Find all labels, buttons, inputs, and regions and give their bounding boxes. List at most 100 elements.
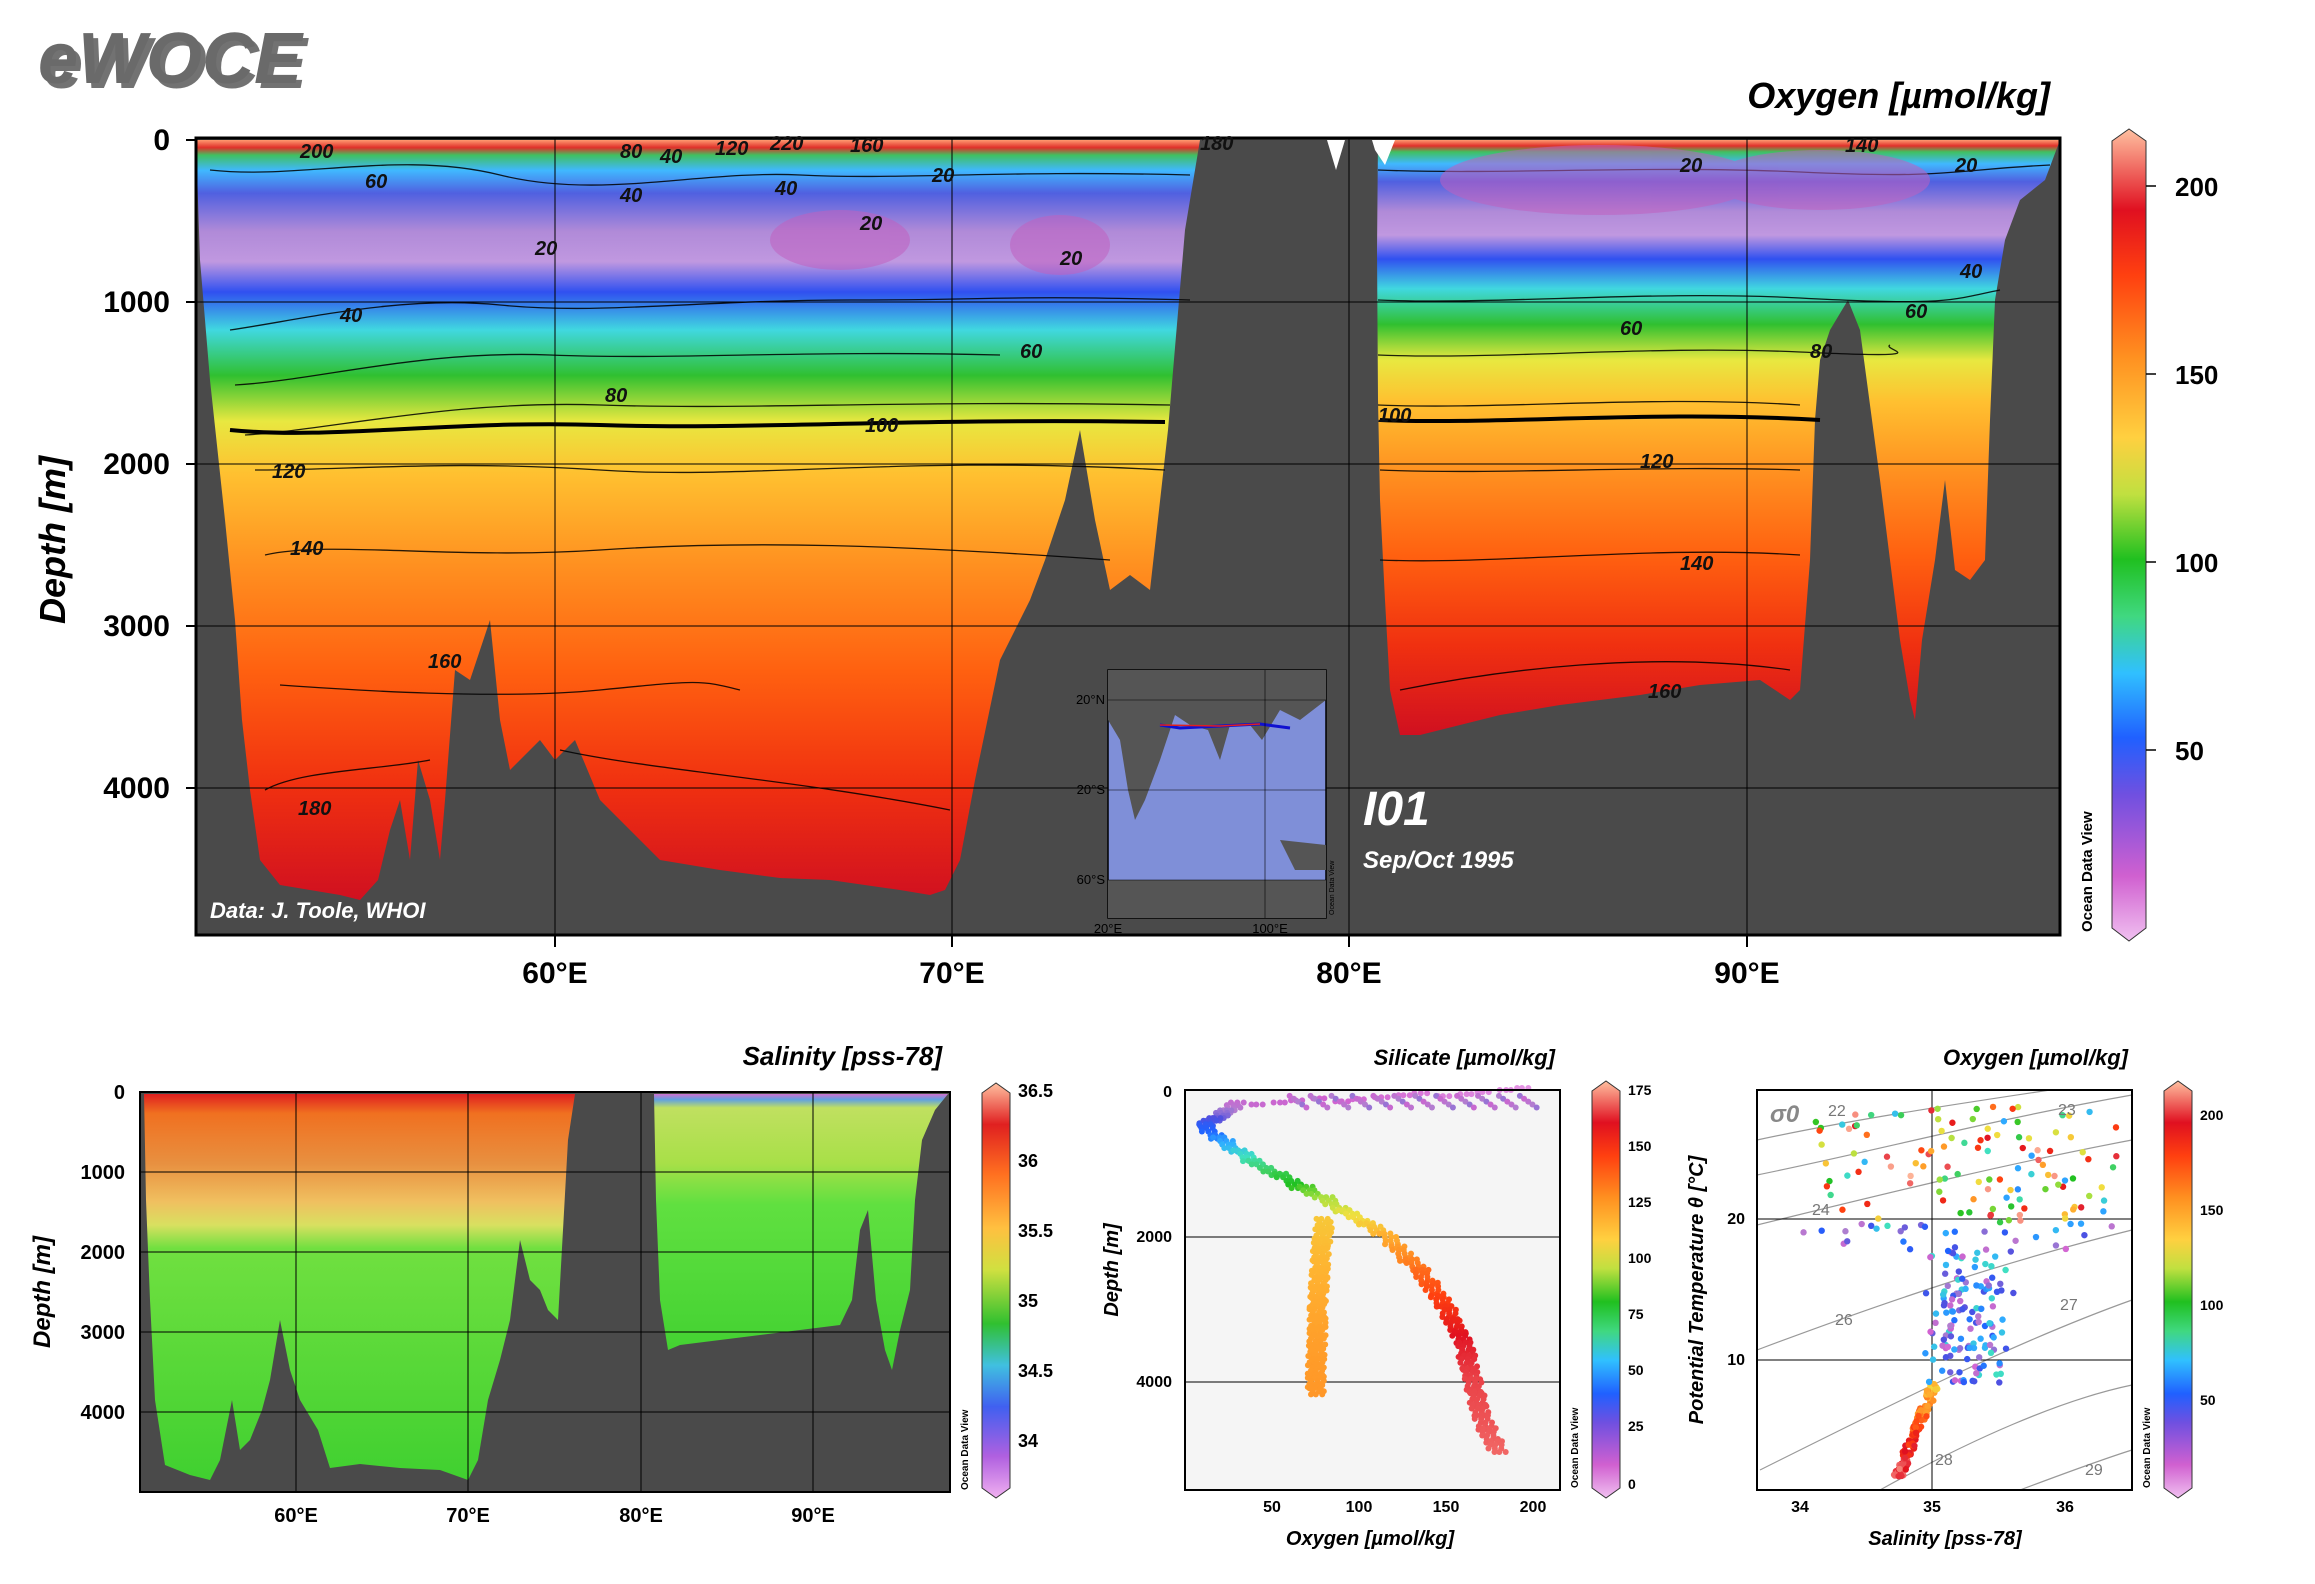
ts-point [1897,1111,1905,1119]
ts-point [1925,1378,1933,1386]
main-xtick-label: 70°E [919,957,984,990]
watermark: Ocean Data View [1570,1407,1581,1488]
ts-point [1928,1107,1935,1114]
main-xtick-label: 90°E [1714,957,1779,990]
ts-point [2109,1164,2117,1171]
ts-point [1927,1147,1935,1155]
ts-point [1984,1125,1991,1132]
scatter1-point [1443,1319,1450,1326]
contour-label: 80 [620,141,642,163]
scatter1-point [1345,1098,1352,1105]
ts-point [1884,1222,1891,1230]
scatter1-point [1366,1104,1373,1111]
ts-point [1932,1386,1940,1393]
ts-point [2079,1148,2086,1156]
ts-point [2014,1186,2022,1193]
ts-point [1818,1227,1825,1234]
ts-point [2008,1203,2015,1210]
main-y-ticks: 0 1000 2000 3000 4000 [103,124,196,805]
ts-point [1868,1222,1875,1229]
ts-point [2014,1103,2022,1111]
ts-point [1961,1139,1968,1147]
scatter1-point [1353,1095,1360,1102]
scatter1-point [1259,1101,1266,1108]
scatter1-point [1466,1388,1473,1395]
ts-point [1956,1345,1964,1352]
scatter1-point [1321,1095,1328,1102]
ts-colorbar-label: 100 [2200,1297,2224,1313]
salinity-colorbar-label: 36 [1018,1151,1038,1171]
ts-point [1951,1377,1959,1384]
ts-point [1969,1115,1976,1123]
scatter1-point [1345,1104,1352,1111]
ts-point [1887,1163,1895,1170]
scatter1-point [1288,1185,1295,1192]
scatter1-point [1306,1316,1313,1323]
contour-label: 160 [1648,681,1681,703]
ts-point [1972,1256,1979,1263]
scatter1-point [1324,1104,1331,1111]
ts-point [1949,1308,1957,1315]
contour-label: 20 [931,165,954,187]
ts-point [2034,1147,2041,1154]
scatter1-point [1445,1101,1452,1108]
ts-point [1993,1371,2000,1378]
ts-point [2067,1133,2075,1141]
ts-point [1924,1402,1931,1410]
ts-point [1947,1322,1954,1329]
scatter1-point [1308,1391,1315,1398]
scatter1-point [1533,1104,1540,1111]
contour-label: 20 [859,213,882,235]
scatter1-point [1504,1098,1511,1105]
scatter1-point [1311,1095,1318,1102]
scatter1-point [1441,1098,1448,1105]
credit-text: Data: J. Toole, WHOI [210,898,426,923]
ts-point [1988,1262,1995,1270]
main-ytick-label: 2000 [103,448,170,481]
ts-point [1915,1412,1922,1420]
ts-point [1863,1131,1871,1139]
ts-point [1973,1370,1980,1377]
ts-point [1986,1176,1993,1183]
main-ytick-label: 1000 [103,286,170,319]
ts-point [1902,1466,1909,1473]
salinity-xtick-label: 90°E [791,1505,835,1527]
ts-point [1988,1295,1995,1302]
ts-point [1853,1122,1861,1129]
ts-point [1947,1369,1954,1376]
scatter1-point [1462,1098,1469,1105]
scatter1-point [1240,1158,1247,1165]
scatter1-point [1479,1095,1486,1102]
ts-point [1989,1303,1997,1310]
scatter1-point [1382,1241,1389,1248]
ts-point [1883,1153,1891,1160]
ts-point [1867,1111,1875,1119]
scatter1-xtick-label: 150 [1433,1499,1460,1516]
scatter1-point [1230,1147,1237,1154]
scatter1-point [1457,1359,1464,1366]
ts-point [1922,1350,1929,1357]
ts-point [1970,1196,1977,1203]
scatter1-point [1281,1099,1288,1106]
salinity-ytick-label: 4000 [81,1402,126,1424]
ts-point [1954,1170,1961,1178]
ts-point [1951,1244,1959,1251]
scatter1-point [1433,1092,1440,1099]
salinity-ytick-label: 0 [114,1082,125,1104]
inset-lat-label: 60°S [1077,872,1106,887]
scatter1-point [1468,1405,1475,1412]
ts-point [2039,1161,2047,1169]
ts-point [1939,1291,1947,1298]
scatter1-point [1286,1092,1293,1099]
scatter1-y-ticks: 0 2000 4000 [1136,1084,1172,1391]
scatter1-point [1471,1415,1478,1422]
scatter1-point [1468,1091,1475,1098]
ts-point [1959,1253,1966,1260]
ts-point [2014,1165,2022,1172]
ts-ylabel: Potential Temperature θ [°C] [1686,1154,1708,1424]
ts-point [1938,1127,1945,1135]
main-colorbar: 50 100 150 200 Ocean Data View [2079,128,2218,942]
contour-label: 20 [1059,248,1082,270]
ts-point [1996,1219,2004,1226]
ts-point [1986,1320,1993,1327]
